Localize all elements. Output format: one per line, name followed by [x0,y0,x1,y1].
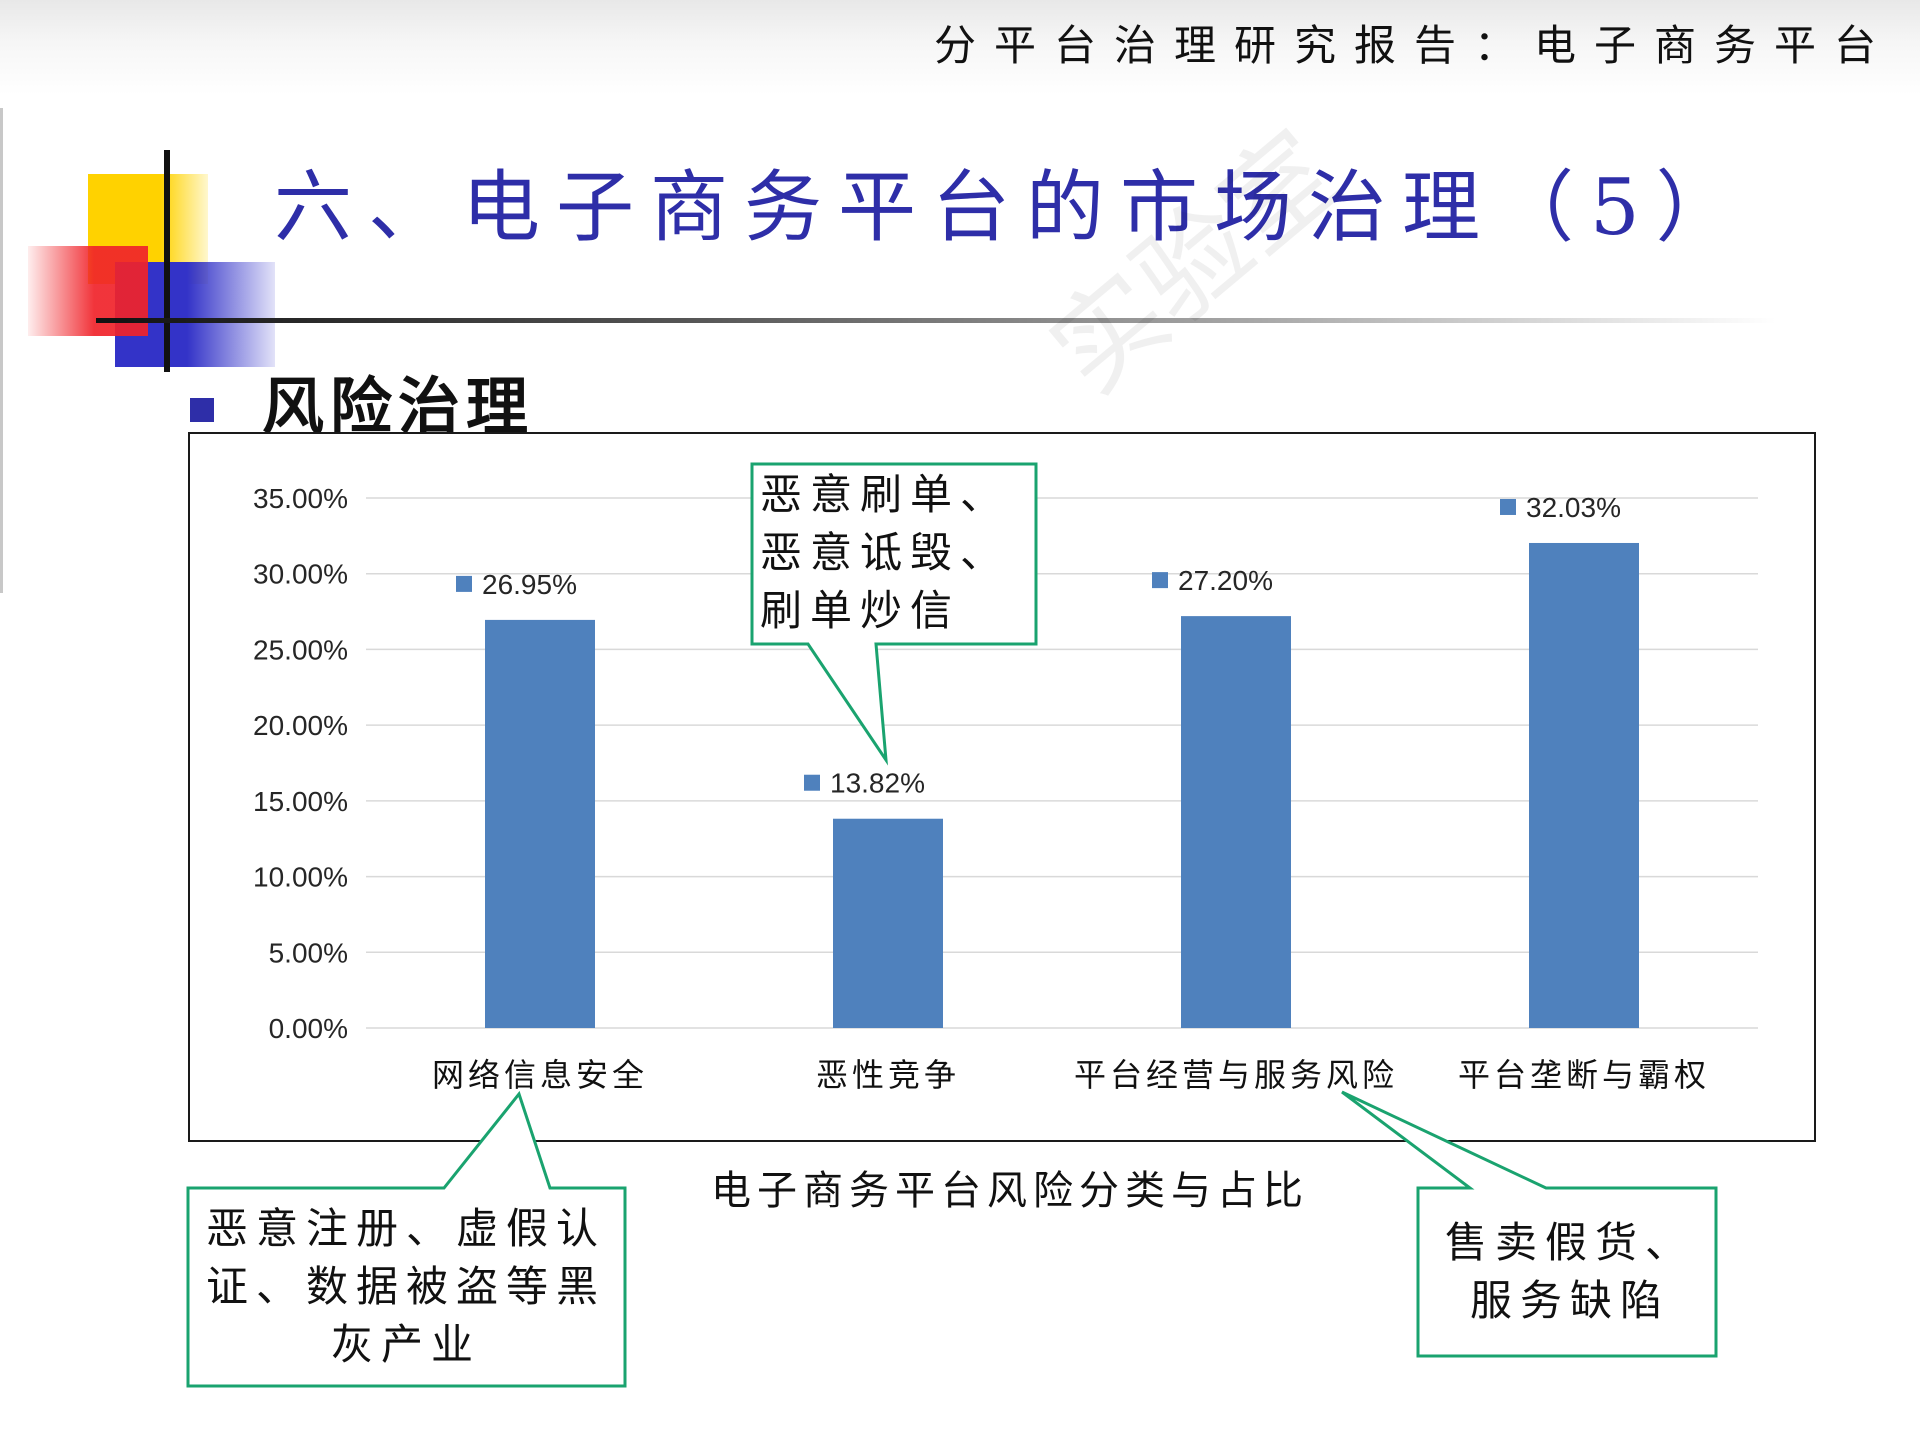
callout-3-line: 服务缺陷 [1469,1276,1670,1325]
data-label: 27.20% [1178,565,1273,596]
y-tick-label: 30.00% [253,559,348,590]
data-label-key [1500,498,1516,515]
y-tick-label: 5.00% [269,937,348,968]
callout-2-line: 恶意注册、虚假认 [205,1204,606,1253]
x-tick-label: 恶性竞争 [816,1056,960,1094]
callout-2-box [186,1090,627,1388]
callout-3-line: 售卖假货、 [1444,1218,1695,1267]
header-band [0,0,1920,95]
bullet-square-icon [190,398,214,422]
callout-1-box [750,462,1038,766]
bar [833,818,943,1028]
bar [485,619,595,1028]
x-tick-label: 网络信息安全 [432,1056,648,1094]
y-tick-label: 15.00% [253,786,348,817]
data-label: 13.82% [830,768,925,799]
bar [1181,616,1291,1028]
x-tick-label: 平台经营与服务风险 [1074,1056,1398,1094]
y-tick-label: 10.00% [253,862,348,893]
callout-3-text: 售卖假货、 服务缺陷 [1430,1214,1710,1330]
callout-2-line: 证、数据被盗等黑 [205,1262,606,1311]
section-heading: 风险治理 [262,370,535,443]
data-label-key [1152,572,1168,589]
data-label: 26.95% [482,569,577,600]
callout-2-line: 灰产业 [330,1320,481,1369]
report-title: 分平台治理研究报告：电子商务平台 [933,21,1894,70]
left-margin-line [0,108,3,593]
callout-1-line: 恶意刷单、 [760,470,1011,519]
data-label: 32.03% [1526,492,1621,523]
y-tick-label: 25.00% [253,634,348,665]
y-tick-label: 0.00% [269,1013,348,1044]
title-underline [96,318,1776,323]
bar [1529,542,1639,1028]
bar-chart: 0.00% 5.00% 10.00% 15.00% 20.00% 25.00% 30.00%… [253,483,1758,1094]
slide-title: 六、电子商务平台的市场治理（5） [274,163,1750,253]
callout-3-box [1341,1090,1718,1358]
x-tick-label: 平台垄断与霸权 [1458,1056,1710,1094]
callout-2-text: 恶意注册、虚假认 证、数据被盗等黑 灰产业 [196,1200,616,1374]
y-tick-label: 20.00% [253,710,348,741]
callout-1-line: 刷单炒信 [760,586,961,635]
decor-vertical-line [164,150,170,372]
callout-1-line: 恶意诋毁、 [760,528,1011,577]
data-label-key [456,575,472,592]
chart-title: 电子商务平台风险分类与占比 [711,1168,1309,1214]
callout-1-text: 恶意刷单、 恶意诋毁、 刷单炒信 [760,466,1035,640]
data-label-key [804,774,820,791]
y-tick-label: 35.00% [253,483,348,514]
chart-caption: 电子商务平台风险分类与占比 [0,1158,1920,1216]
